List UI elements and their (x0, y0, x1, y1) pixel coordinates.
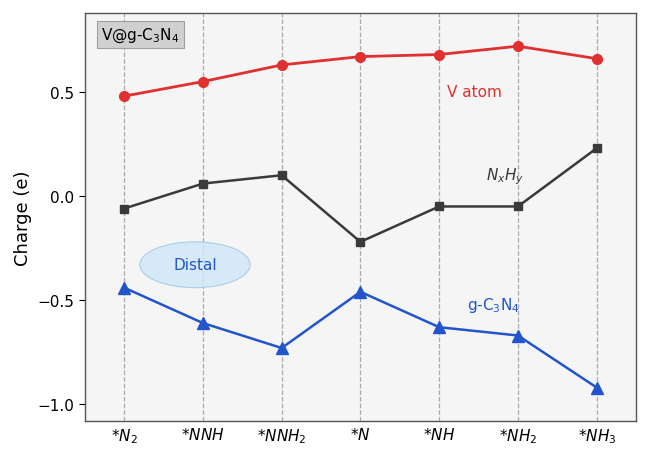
Text: V@g-C$_3$N$_4$: V@g-C$_3$N$_4$ (101, 26, 180, 45)
Text: $N_xH_y$: $N_xH_y$ (486, 166, 525, 186)
Text: V atom: V atom (447, 85, 502, 100)
Text: Distal: Distal (173, 257, 217, 273)
Ellipse shape (140, 242, 250, 288)
Text: g-C$_3$N$_4$: g-C$_3$N$_4$ (467, 295, 519, 314)
Y-axis label: Charge (e): Charge (e) (14, 170, 32, 265)
